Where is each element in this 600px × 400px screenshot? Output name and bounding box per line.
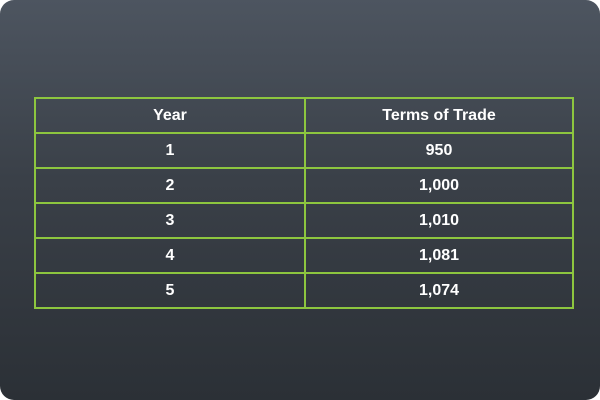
column-header-year: Year	[34, 97, 306, 134]
terms-of-trade-cell: 1,081	[304, 237, 574, 274]
terms-of-trade-cell: 1,010	[304, 202, 574, 239]
table-row: 1 950	[34, 132, 574, 169]
terms-of-trade-cell: 1,074	[304, 272, 574, 309]
terms-of-trade-cell: 1,000	[304, 167, 574, 204]
column-header-terms-of-trade: Terms of Trade	[304, 97, 574, 134]
table-row: 5 1,074	[34, 272, 574, 309]
header-row: Year Terms of Trade	[34, 97, 574, 134]
data-table: Year Terms of Trade 1 950 2 1,000 3 1,01…	[34, 97, 574, 309]
year-cell: 2	[34, 167, 306, 204]
table-row: 2 1,000	[34, 167, 574, 204]
year-cell: 1	[34, 132, 306, 169]
table-row: 3 1,010	[34, 202, 574, 239]
year-cell: 3	[34, 202, 306, 239]
year-cell: 5	[34, 272, 306, 309]
table-row: 4 1,081	[34, 237, 574, 274]
year-cell: 4	[34, 237, 306, 274]
terms-of-trade-cell: 950	[304, 132, 574, 169]
